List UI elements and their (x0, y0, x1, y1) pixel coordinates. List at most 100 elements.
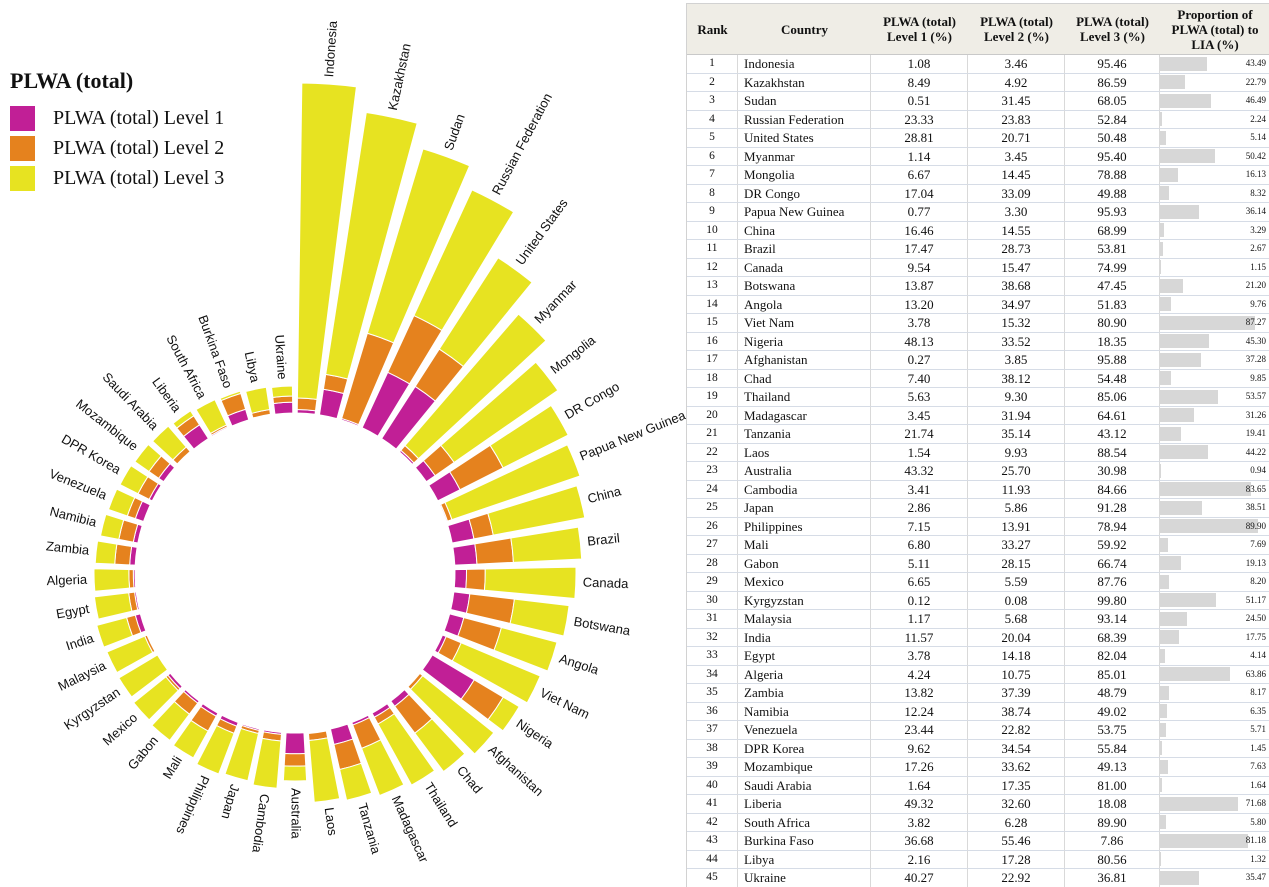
country-label: Papua New Guinea (577, 407, 686, 463)
radial-bar-segment (99, 513, 125, 540)
lia-proportion-bar (1160, 352, 1201, 367)
radial-bar (219, 390, 250, 427)
radial-bar-segment (487, 696, 520, 732)
cell-proportion-lia: 0.94 (1160, 462, 1269, 481)
cell-level2: 14.45 (968, 166, 1065, 185)
cell-proportion-lia: 71.68 (1160, 795, 1269, 814)
radial-bar-segment (132, 676, 179, 721)
cell-level3: 54.48 (1065, 369, 1160, 388)
cell-level1: 3.45 (871, 406, 968, 425)
cell-level1: 12.24 (871, 702, 968, 721)
cell-level2: 13.91 (968, 517, 1065, 536)
cell-level2: 4.92 (968, 73, 1065, 92)
radial-bar-segment (308, 737, 341, 803)
table-row: 29 Mexico 6.65 5.59 87.76 8.20 (687, 573, 1269, 592)
cell-level1: 5.11 (871, 554, 968, 573)
column-header: PLWA (total) Level 3 (%) (1065, 4, 1160, 55)
lia-proportion-bar (1160, 519, 1258, 533)
cell-rank: 4 (687, 110, 738, 129)
radial-bar (443, 613, 558, 672)
country-label: Botswana (573, 614, 633, 639)
radial-bar (421, 654, 520, 732)
table-row: 3 Sudan 0.51 31.45 68.05 46.49 (687, 92, 1269, 111)
radial-bar-segment (93, 592, 133, 620)
cell-level3: 7.86 (1065, 832, 1160, 851)
column-header: Proportion of PLWA (total) to LIA (%) (1160, 4, 1269, 55)
lia-proportion-bar (1160, 852, 1162, 866)
radial-bar (371, 703, 436, 786)
cell-level2: 38.74 (968, 702, 1065, 721)
cell-rank: 19 (687, 388, 738, 407)
cell-level1: 3.41 (871, 480, 968, 499)
table-row: 35 Zambia 13.82 37.39 48.79 8.17 (687, 684, 1269, 703)
cell-rank: 3 (687, 92, 738, 111)
cell-level1: 7.15 (871, 517, 968, 536)
country-label: Nigeria (514, 716, 557, 752)
cell-rank: 28 (687, 554, 738, 573)
cell-level3: 49.13 (1065, 758, 1160, 777)
table-row: 20 Madagascar 3.45 31.94 64.61 31.26 (687, 406, 1269, 425)
cell-country: Myanmar (738, 147, 871, 166)
lia-proportion-bar (1160, 667, 1230, 681)
radial-bar-segment (409, 675, 495, 755)
cell-level2: 5.68 (968, 610, 1065, 629)
lia-proportion-value: 2.24 (1250, 113, 1266, 124)
radial-bar-segment (453, 568, 468, 590)
lia-proportion-bar (1160, 685, 1169, 700)
cell-rank: 21 (687, 425, 738, 444)
cell-level3: 30.98 (1065, 462, 1160, 481)
cell-proportion-lia: 2.67 (1160, 240, 1269, 259)
cell-level1: 1.54 (871, 443, 968, 462)
cell-proportion-lia: 36.14 (1160, 203, 1269, 222)
cell-level3: 53.81 (1065, 240, 1160, 259)
lia-proportion-value: 7.63 (1250, 761, 1266, 771)
lia-proportion-bar (1160, 870, 1199, 885)
country-label: Egypt (55, 601, 91, 622)
radial-bar-segment (151, 700, 191, 742)
cell-level3: 80.56 (1065, 850, 1160, 869)
column-header: Country (738, 4, 871, 55)
table-row: 33 Egypt 3.78 14.18 82.04 4.14 (687, 647, 1269, 666)
lia-proportion-value: 89.90 (1245, 520, 1266, 531)
cell-level2: 34.54 (968, 739, 1065, 758)
lia-proportion-value: 1.64 (1250, 779, 1266, 790)
cell-country: South Africa (738, 813, 871, 832)
cell-level2: 33.27 (968, 536, 1065, 555)
radial-bar-segment (107, 488, 136, 517)
cell-level2: 9.93 (968, 443, 1065, 462)
cell-rank: 6 (687, 147, 738, 166)
lia-proportion-bar (1160, 334, 1210, 348)
lia-proportion-value: 21.20 (1245, 280, 1266, 290)
cell-rank: 40 (687, 776, 738, 795)
cell-level3: 55.84 (1065, 739, 1160, 758)
cell-rank: 29 (687, 573, 738, 592)
cell-level1: 23.44 (871, 721, 968, 740)
cell-level3: 18.35 (1065, 332, 1160, 351)
cell-level1: 0.77 (871, 203, 968, 222)
cell-country: Mongolia (738, 166, 871, 185)
cell-rank: 26 (687, 517, 738, 536)
radial-bar (351, 714, 405, 797)
radial-bar-segment (440, 361, 559, 464)
cell-level3: 74.99 (1065, 258, 1160, 277)
cell-level2: 20.04 (968, 628, 1065, 647)
table-row: 10 China 16.46 14.55 68.99 3.29 (687, 221, 1269, 240)
radial-bar-segment (284, 732, 306, 755)
lia-proportion-value: 1.32 (1250, 853, 1266, 864)
cell-country: Cambodia (738, 480, 871, 499)
lia-proportion-bar (1160, 149, 1215, 163)
cell-level3: 43.12 (1065, 425, 1160, 444)
lia-proportion-value: 8.17 (1250, 687, 1266, 697)
cell-level1: 17.04 (871, 184, 968, 203)
radial-bar-segment (366, 148, 471, 344)
level1-swatch-icon (10, 106, 35, 131)
lia-proportion-value: 5.80 (1250, 816, 1266, 827)
country-label: Kazakhstan (385, 42, 414, 112)
lia-proportion-value: 53.57 (1245, 391, 1266, 401)
radial-bar (118, 654, 169, 698)
country-label: Brazil (587, 530, 621, 548)
country-label: Sudan (441, 112, 468, 152)
cell-level3: 95.46 (1065, 55, 1160, 74)
cell-level2: 5.59 (968, 573, 1065, 592)
cell-level1: 1.08 (871, 55, 968, 74)
